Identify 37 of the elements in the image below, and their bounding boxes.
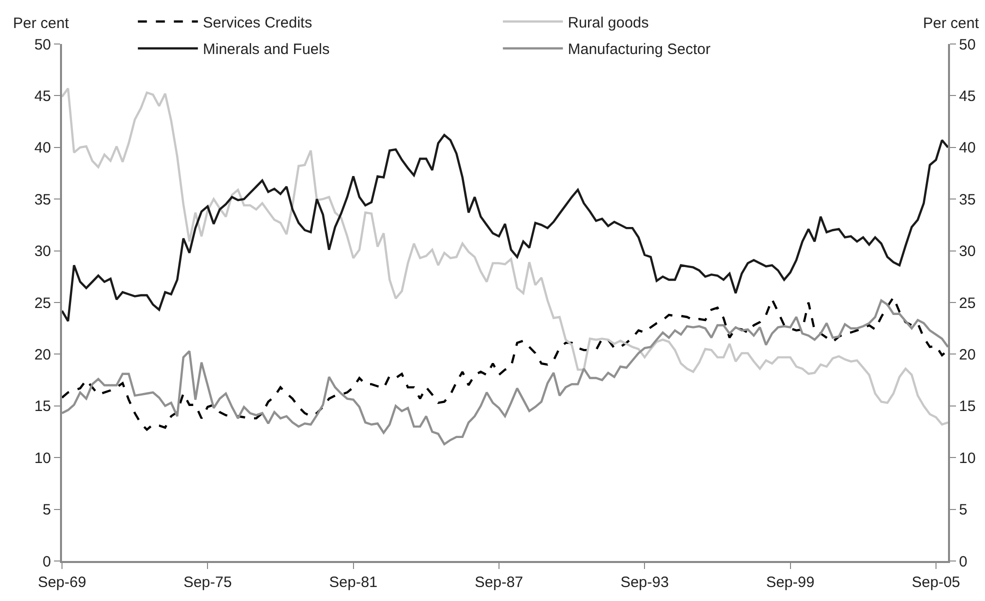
- y-axis-title: Per cent: [13, 15, 70, 32]
- legend-label: Rural goods: [568, 14, 649, 32]
- x-tick-label: Sep-99: [766, 574, 814, 591]
- y-tick-label: 40: [34, 140, 51, 157]
- y2-tick-label: 20: [959, 346, 976, 364]
- x-tick-label: Sep-93: [620, 574, 669, 591]
- x-tick-label: Sep-75: [183, 574, 232, 591]
- y-tick-label: 0: [42, 553, 51, 570]
- y-tick-label: 45: [34, 88, 51, 105]
- legend-label: Manufacturing Sector: [568, 41, 710, 58]
- x-tick-label: Sep-05: [912, 574, 960, 591]
- y-tick-label: 30: [34, 243, 51, 260]
- y2-tick-label: 0: [959, 553, 968, 570]
- y2-axis-title: Per cent: [923, 15, 980, 32]
- line-series: [62, 134, 948, 322]
- y2-tick-label: 30: [959, 243, 976, 260]
- y2-tick-label: 40: [959, 140, 976, 157]
- y-tick-label: 10: [34, 450, 51, 467]
- y2-tick-label: 45: [959, 88, 976, 105]
- x-tick-label: Sep-69: [38, 574, 86, 591]
- y2-tick-label: 10: [959, 450, 976, 467]
- y2-tick-label: 25: [959, 294, 976, 312]
- y-tick-label: 25: [34, 294, 51, 312]
- y2-tick-label: 15: [959, 398, 976, 416]
- legend-label: Services Credits: [202, 14, 312, 32]
- line-series: [62, 87, 948, 426]
- y-tick-label: 35: [34, 191, 51, 208]
- x-tick-label: Sep-81: [329, 574, 378, 591]
- x-tick-label: Sep-87: [474, 574, 524, 591]
- y-tick-label: 15: [34, 398, 51, 416]
- legend-label: Minerals and Fuels: [202, 41, 330, 58]
- y-tick-label: 5: [42, 502, 51, 519]
- y2-tick-label: 35: [959, 191, 976, 208]
- y-tick-label: 20: [34, 346, 51, 364]
- y-tick-label: 50: [34, 36, 51, 54]
- y2-tick-label: 50: [959, 36, 976, 54]
- y2-tick-label: 5: [959, 502, 968, 519]
